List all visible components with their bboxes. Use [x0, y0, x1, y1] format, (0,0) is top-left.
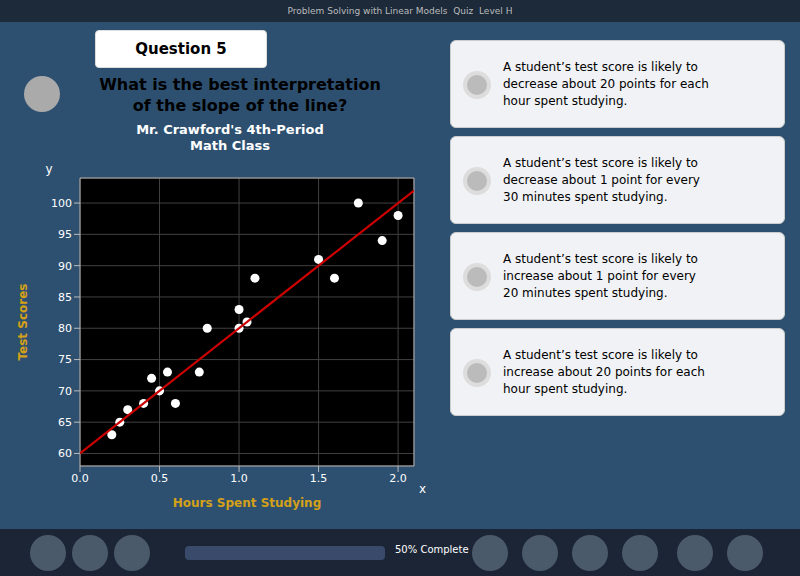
html-text:A student’s test score is like: A student’s test score is likely to incr… [503, 251, 698, 300]
svg-text:95: 95 [58, 228, 72, 241]
html-text:Question 5: Question 5 [135, 40, 227, 58]
html-text:Problem Solving with Linear Mo: Problem Solving with Linear Models Quiz … [287, 6, 513, 16]
svg-text:90: 90 [58, 260, 72, 273]
svg-text:1.0: 1.0 [230, 472, 248, 485]
svg-text:Test Scores: Test Scores [16, 284, 30, 361]
svg-text:1.5: 1.5 [310, 472, 328, 485]
html-text:What is the best interpretatio: What is the best interpretation of the s… [99, 75, 381, 115]
svg-text:80: 80 [58, 322, 72, 335]
html-text:50% Complete: 50% Complete [395, 544, 469, 555]
svg-text:100: 100 [51, 197, 72, 210]
svg-text:2.0: 2.0 [389, 472, 407, 485]
svg-text:y: y [45, 162, 52, 176]
html-text:A student’s test score is like: A student’s test score is likely to decr… [503, 155, 700, 204]
svg-text:65: 65 [58, 416, 72, 429]
html-text:Mr. Crawford's 4th-Period Math: Mr. Crawford's 4th-Period Math Class [136, 122, 324, 153]
svg-text:x: x [419, 482, 426, 496]
svg-text:Hours Spent Studying: Hours Spent Studying [173, 496, 321, 510]
html-text:A student’s test score is like: A student’s test score is likely to decr… [503, 59, 709, 108]
svg-text:0.0: 0.0 [71, 472, 89, 485]
svg-text:85: 85 [58, 291, 72, 304]
svg-text:0.5: 0.5 [151, 472, 169, 485]
svg-text:60: 60 [58, 447, 72, 460]
svg-text:70: 70 [58, 385, 72, 398]
html-text:A student’s test score is like: A student’s test score is likely to incr… [503, 347, 705, 396]
svg-text:75: 75 [58, 353, 72, 366]
